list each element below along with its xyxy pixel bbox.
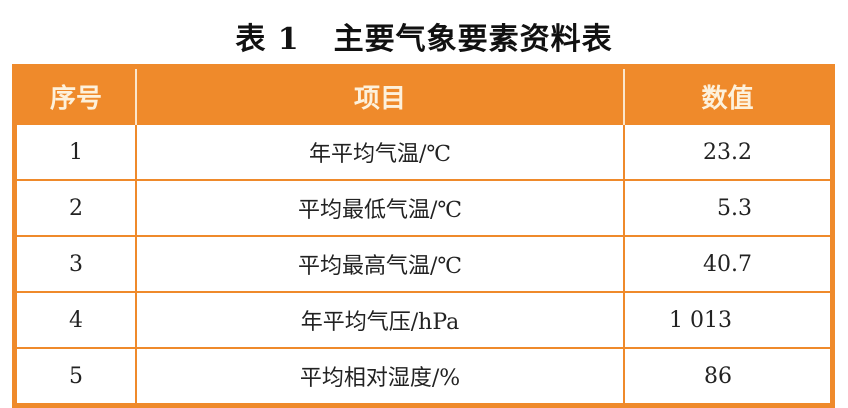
cell-value: 23.2 xyxy=(623,123,834,181)
header-no: 序号 xyxy=(14,66,137,124)
cell-no: 2 xyxy=(13,179,137,237)
cell-no: 3 xyxy=(13,235,137,293)
cell-no: 1 xyxy=(13,123,137,181)
table-title: 表 1 主要气象要素资料表 xyxy=(0,14,848,58)
cell-item: 年平均气温/℃ xyxy=(135,123,625,181)
header-item: 项目 xyxy=(136,66,625,124)
cell-no: 5 xyxy=(13,347,137,407)
table-caption: 主要气象要素资料表 xyxy=(333,22,613,57)
table-row: 4 年平均气压/hPa 1 013 xyxy=(13,291,834,349)
header-row: 序号 项目 数值 xyxy=(14,66,833,124)
table-row: 5 平均相对湿度/% 86 xyxy=(13,347,834,407)
cell-value: 1 013 xyxy=(623,291,834,349)
cell-item: 年平均气压/hPa xyxy=(135,291,625,349)
cell-value: 5.3 xyxy=(623,179,834,237)
table-row: 1 年平均气温/℃ 23.2 xyxy=(13,123,834,181)
table-row: 2 平均最低气温/℃ 5.3 xyxy=(13,179,834,237)
header-value: 数值 xyxy=(624,66,833,124)
cell-item: 平均最高气温/℃ xyxy=(135,235,625,293)
cell-value: 86 xyxy=(623,347,834,407)
weather-data-table: 序号 项目 数值 1 年平均气温/℃ 23.2 2 平均最低气温/℃ 5.3 3… xyxy=(12,64,835,408)
table-number: 表 1 xyxy=(235,22,300,57)
cell-value: 40.7 xyxy=(623,235,834,293)
cell-item: 平均相对湿度/% xyxy=(135,347,625,407)
cell-no: 4 xyxy=(13,291,137,349)
cell-item: 平均最低气温/℃ xyxy=(135,179,625,237)
table-row: 3 平均最高气温/℃ 40.7 xyxy=(13,235,834,293)
